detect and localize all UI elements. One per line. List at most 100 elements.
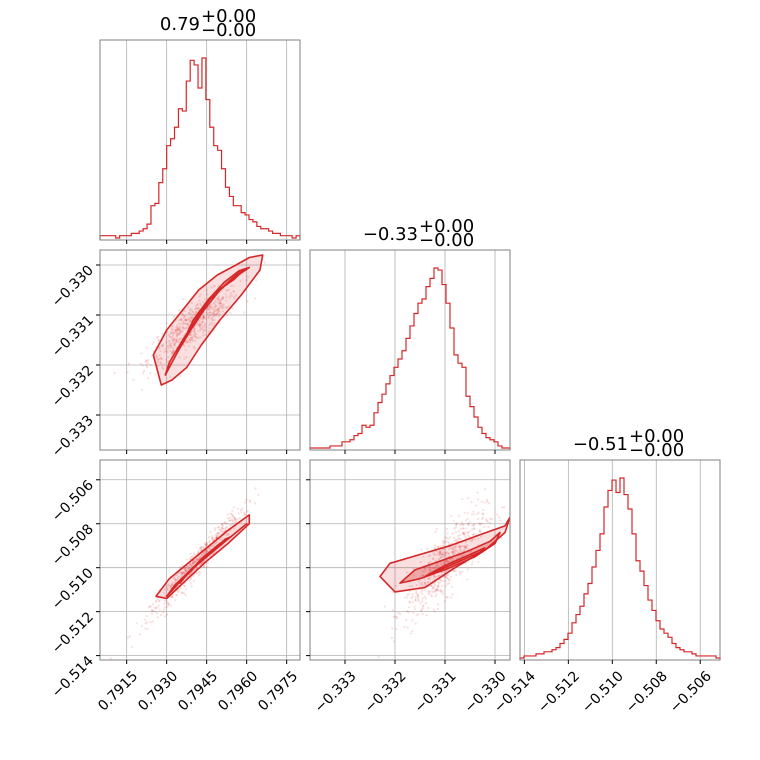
sample-point-2-1-73 bbox=[394, 615, 397, 618]
sample-point-1-0-494 bbox=[176, 334, 179, 337]
sample-point-2-1-172 bbox=[475, 504, 478, 507]
sample-point-1-0-78 bbox=[179, 318, 182, 321]
sample-point-1-0-439 bbox=[177, 322, 181, 325]
sample-point-2-1-298 bbox=[427, 606, 430, 610]
ytick-label-1-2: −0.331 bbox=[49, 313, 97, 361]
sample-point-2-1-561 bbox=[405, 571, 409, 574]
sample-point-1-0-132 bbox=[194, 339, 197, 342]
sample-point-1-0-398 bbox=[207, 316, 210, 319]
sample-point-1-0-518 bbox=[193, 347, 196, 350]
sample-point-1-0-553 bbox=[189, 308, 192, 311]
sample-point-2-0-520 bbox=[184, 569, 187, 572]
sample-point-2-0-257 bbox=[169, 584, 172, 587]
sample-point-2-0-112 bbox=[244, 501, 247, 504]
contour-1-0-0 bbox=[176, 269, 245, 354]
sample-point-2-1-183 bbox=[464, 531, 467, 534]
sample-point-1-0-221 bbox=[229, 312, 232, 315]
sample-point-2-1-18 bbox=[479, 522, 482, 525]
sample-point-2-0-2 bbox=[208, 547, 212, 550]
sample-point-2-1-564 bbox=[439, 551, 442, 554]
title-minus-2: −0.00 bbox=[629, 440, 684, 461]
sample-point-1-0-215 bbox=[190, 317, 193, 320]
sample-point-1-0-329 bbox=[147, 376, 150, 380]
sample-point-2-1-209 bbox=[440, 589, 443, 592]
sample-point-2-1-290 bbox=[486, 500, 489, 503]
sample-point-2-1-542 bbox=[433, 546, 436, 549]
sample-point-1-0-315 bbox=[232, 290, 236, 293]
sample-point-2-1-299 bbox=[439, 551, 442, 554]
sample-point-2-1-228 bbox=[481, 516, 484, 519]
sample-point-2-0-108 bbox=[138, 633, 141, 636]
sample-point-2-0-161 bbox=[231, 509, 234, 512]
sample-point-1-0-416 bbox=[197, 308, 200, 311]
sample-point-2-1-490 bbox=[409, 601, 412, 604]
title-value-0: 0.79 bbox=[160, 14, 200, 35]
sample-point-2-1-178 bbox=[449, 558, 452, 561]
sample-point-2-1-447 bbox=[444, 536, 447, 539]
sample-point-1-0-161 bbox=[203, 329, 206, 332]
sample-point-2-0-479 bbox=[184, 567, 187, 570]
sample-point-1-0-434 bbox=[184, 318, 188, 321]
sample-point-1-0-340 bbox=[202, 315, 205, 319]
sample-point-2-0-98 bbox=[179, 587, 182, 590]
sample-point-2-1-188 bbox=[425, 614, 428, 617]
sample-point-2-1-33 bbox=[466, 522, 470, 525]
sample-point-2-1-191 bbox=[488, 502, 491, 505]
sample-point-1-0-584 bbox=[225, 296, 228, 299]
sample-point-1-0-446 bbox=[184, 327, 187, 330]
sample-point-1-0-382 bbox=[204, 316, 207, 319]
sample-point-1-0-366 bbox=[217, 302, 220, 305]
sample-point-2-1-25 bbox=[443, 554, 446, 558]
sample-point-2-0-17 bbox=[192, 561, 195, 565]
sample-point-2-1-532 bbox=[432, 582, 435, 585]
sample-point-2-1-76 bbox=[430, 569, 433, 572]
sample-point-2-1-250 bbox=[452, 569, 456, 573]
sample-point-2-1-306 bbox=[451, 551, 454, 554]
sample-point-2-1-221 bbox=[455, 539, 458, 542]
sample-point-2-0-422 bbox=[189, 557, 192, 560]
sample-point-1-0-486 bbox=[189, 339, 192, 342]
sample-point-2-0-64 bbox=[228, 519, 231, 522]
sample-point-1-0-443 bbox=[141, 372, 145, 375]
sample-point-2-0-430 bbox=[163, 598, 166, 602]
sample-point-2-1-450 bbox=[412, 611, 415, 614]
sample-point-2-1-455 bbox=[414, 599, 418, 602]
sample-point-1-0-242 bbox=[211, 321, 214, 324]
sample-point-1-0-404 bbox=[161, 332, 164, 335]
sample-point-1-0-196 bbox=[253, 297, 257, 300]
sample-point-2-1-383 bbox=[446, 537, 450, 540]
sample-point-1-0-478 bbox=[221, 305, 224, 308]
sample-point-2-1-102 bbox=[447, 552, 450, 555]
sample-point-1-0-65 bbox=[194, 304, 197, 308]
sample-point-2-0-492 bbox=[155, 600, 158, 604]
sample-point-2-1-88 bbox=[437, 574, 441, 578]
sample-point-1-0-173 bbox=[190, 316, 193, 319]
sample-point-1-0-77 bbox=[189, 312, 192, 315]
sample-point-2-1-240 bbox=[441, 539, 444, 542]
sample-point-1-0-506 bbox=[159, 362, 163, 365]
sample-point-2-0-103 bbox=[177, 590, 180, 594]
sample-point-1-0-91 bbox=[189, 316, 192, 319]
sample-point-2-1-62 bbox=[466, 512, 469, 515]
sample-point-2-0-404 bbox=[156, 606, 159, 609]
sample-point-2-0-74 bbox=[192, 552, 196, 555]
sample-point-1-0-399 bbox=[181, 312, 184, 316]
sample-point-1-0-365 bbox=[172, 328, 175, 331]
sample-point-2-0-570 bbox=[228, 519, 231, 522]
sample-point-2-1-136 bbox=[441, 551, 444, 554]
sample-point-2-1-358 bbox=[438, 574, 441, 577]
sample-point-2-0-231 bbox=[214, 533, 217, 537]
sample-point-1-0-12 bbox=[211, 316, 214, 319]
sample-point-2-0-18 bbox=[170, 584, 173, 587]
sample-point-2-1-243 bbox=[464, 546, 467, 549]
histogram-1 bbox=[309, 267, 511, 450]
sample-point-1-0-144 bbox=[217, 300, 220, 303]
sample-point-2-1-498 bbox=[426, 590, 429, 593]
sample-point-2-0-582 bbox=[200, 548, 203, 551]
sample-point-2-1-347 bbox=[441, 541, 444, 544]
sample-point-1-0-326 bbox=[189, 309, 192, 312]
sample-point-1-0-538 bbox=[263, 261, 266, 264]
sample-point-2-0-446 bbox=[168, 583, 171, 586]
sample-point-1-0-164 bbox=[202, 315, 205, 319]
sample-point-2-1-553 bbox=[447, 552, 450, 555]
